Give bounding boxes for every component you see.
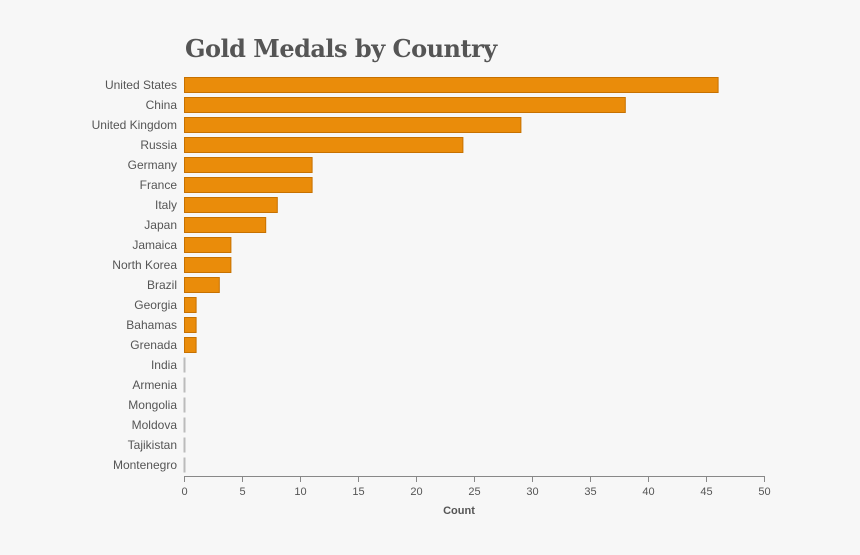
category-label-armenia: Armenia <box>132 378 177 392</box>
bar-jamaica <box>184 237 232 253</box>
category-label-france: France <box>140 178 178 192</box>
category-label-china: China <box>146 98 178 112</box>
category-label-tajikistan: Tajikistan <box>128 438 177 452</box>
category-label-georgia: Georgia <box>134 298 177 312</box>
x-tick-label-25: 25 <box>468 486 480 498</box>
x-tick-label-20: 20 <box>410 486 422 498</box>
bar-united-kingdom <box>184 117 522 133</box>
x-tick-label-5: 5 <box>239 486 245 498</box>
x-axis-title: Count <box>443 505 475 517</box>
category-label-jamaica: Jamaica <box>132 238 177 252</box>
bar-russia <box>184 137 464 153</box>
category-label-bahamas: Bahamas <box>126 318 177 332</box>
bar-bahamas <box>184 317 197 333</box>
category-label-moldova: Moldova <box>132 418 178 432</box>
category-labels: United States China United Kingdom Russia Ge… <box>92 78 178 472</box>
x-tick-label-15: 15 <box>352 486 364 498</box>
category-label-grenada: Grenada <box>130 338 177 352</box>
bar-north-korea <box>184 257 232 273</box>
bar-germany <box>184 157 313 173</box>
x-tick-label-30: 30 <box>526 486 538 498</box>
x-tick-label-0: 0 <box>181 486 187 498</box>
x-axis: 0 5 10 15 20 25 30 35 40 45 50 <box>181 476 771 498</box>
bars-layer <box>183 77 719 473</box>
x-tick-label-35: 35 <box>584 486 596 498</box>
bar-brazil <box>184 277 220 293</box>
bar-italy <box>184 197 278 213</box>
x-tick-label-40: 40 <box>642 486 654 498</box>
category-label-united-states: United States <box>105 78 177 92</box>
category-label-montenegro: Montenegro <box>113 458 177 472</box>
category-label-united-kingdom: United Kingdom <box>92 118 177 132</box>
bar-france <box>184 177 313 193</box>
category-label-mongolia: Mongolia <box>128 398 177 412</box>
x-tick-label-10: 10 <box>294 486 306 498</box>
category-label-germany: Germany <box>128 158 177 172</box>
category-label-italy: Italy <box>155 198 177 212</box>
category-label-japan: Japan <box>144 218 177 232</box>
category-label-russia: Russia <box>140 138 177 152</box>
bar-china <box>184 97 626 113</box>
chart-title: Gold Medals by Country <box>185 34 497 63</box>
category-label-india: India <box>151 358 177 372</box>
bar-united-states <box>184 77 719 93</box>
bar-japan <box>184 217 267 233</box>
bar-georgia <box>184 297 197 313</box>
category-label-north-korea: North Korea <box>112 258 177 272</box>
x-tick-label-50: 50 <box>758 486 770 498</box>
bar-grenada <box>184 337 197 353</box>
x-tick-label-45: 45 <box>700 486 712 498</box>
category-label-brazil: Brazil <box>147 278 177 292</box>
